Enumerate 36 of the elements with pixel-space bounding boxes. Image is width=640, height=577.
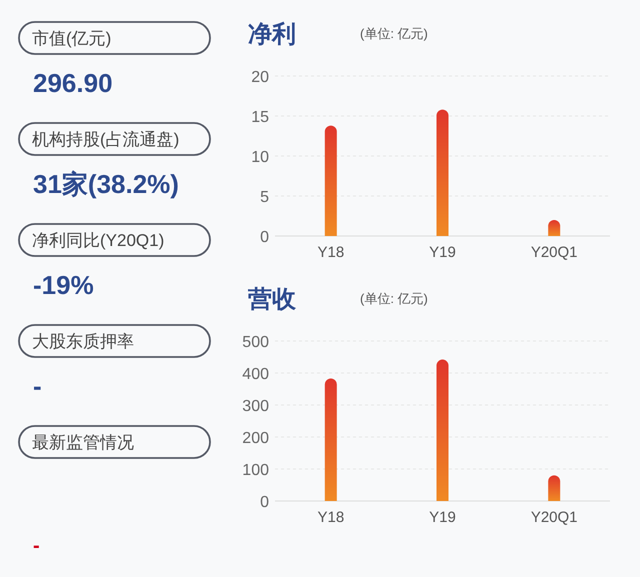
text: 市值(亿元) (32, 29, 112, 48)
text: 净利同比(Y20Q1) (32, 231, 164, 250)
text: - (33, 371, 42, 401)
y-tick-label: 100 (242, 462, 270, 479)
y-tick-label: 0 (260, 229, 270, 246)
y-tick-label: 20 (251, 69, 270, 86)
text: 296.90 (33, 68, 113, 98)
x-tick-label: Y20Q1 (530, 244, 578, 261)
chart-subtitle: (单位: 亿元) (360, 26, 428, 41)
y-tick-label: 15 (251, 109, 270, 126)
y-tick-label: 200 (242, 430, 270, 447)
x-tick-label: Y19 (429, 244, 456, 261)
y-tick-label: 300 (242, 398, 270, 415)
y-tick-label: 5 (260, 189, 270, 206)
bar (548, 475, 560, 501)
text: 机构持股(占流通盘) (32, 130, 180, 149)
bar (324, 378, 337, 501)
chart-title: 营收 (247, 286, 297, 313)
x-tick-label: Y18 (317, 509, 344, 526)
text: 31家(38.2%) (33, 169, 179, 199)
chart-title: 净利 (248, 21, 296, 48)
y-tick-label: 500 (242, 334, 270, 351)
y-tick-label: 10 (251, 149, 270, 166)
x-tick-label: Y20Q1 (530, 509, 578, 526)
chart-subtitle: (单位: 亿元) (360, 291, 428, 306)
x-tick-label: Y18 (317, 244, 344, 261)
bar (436, 360, 448, 501)
bar (436, 110, 448, 236)
text: 最新监管情况 (32, 433, 134, 452)
x-tick-label: Y19 (429, 509, 456, 526)
text: -19% (33, 270, 94, 300)
y-tick-label: 400 (242, 366, 270, 383)
bar (324, 126, 337, 236)
text: 大股东质押率 (32, 332, 134, 351)
text: - (33, 535, 40, 557)
y-tick-label: 0 (260, 494, 270, 511)
